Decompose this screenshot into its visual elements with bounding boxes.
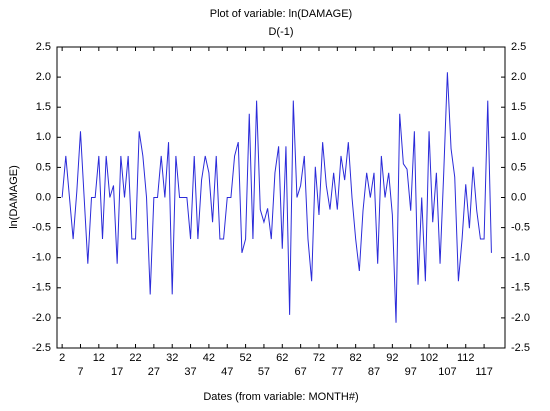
y2-tick-label: 1.5 (511, 101, 526, 113)
y2-tick-label: -0.5 (511, 222, 530, 234)
chart-title: Plot of variable: ln(DAMAGE) (210, 8, 352, 20)
y-tick-label: -2.0 (32, 312, 51, 324)
x-tick-label: 72 (313, 352, 325, 364)
x-tick-label: 2 (59, 352, 65, 364)
x-tick-label: 32 (166, 352, 178, 364)
x-tick-label: 42 (203, 352, 215, 364)
y2-tick-label: 0.5 (511, 161, 526, 173)
y-tick-label: 1.0 (36, 131, 51, 143)
x-tick-label: 107 (438, 366, 456, 378)
y-tick-label: 2.0 (36, 71, 51, 83)
y2-tick-label: 1.0 (511, 131, 526, 143)
x-tick-label: 7 (77, 366, 83, 378)
y2-tick-label: 2.5 (511, 41, 526, 53)
x-tick-label: 117 (475, 366, 493, 378)
x-tick-label: 67 (295, 366, 307, 378)
x-tick-label: 102 (420, 352, 438, 364)
data-line (61, 72, 492, 323)
x-tick-label: 92 (386, 352, 398, 364)
y-tick-label: -1.0 (32, 252, 51, 264)
x-tick-label: 47 (221, 366, 233, 378)
y-axis-label: ln(DAMAGE) (8, 165, 20, 229)
x-tick-label: 87 (368, 366, 380, 378)
y-tick-label: 1.5 (36, 101, 51, 113)
y-tick-label: -0.5 (32, 222, 51, 234)
x-tick-label: 12 (93, 352, 105, 364)
y2-tick-label: 0.0 (511, 191, 526, 203)
y-tick-label: 2.5 (36, 41, 51, 53)
x-tick-label: 82 (350, 352, 362, 364)
x-tick-label: 57 (258, 366, 270, 378)
x-tick-label: 27 (148, 366, 160, 378)
y2-tick-label: -1.5 (511, 282, 530, 294)
x-axis-label: Dates (from variable: MONTH#) (203, 391, 358, 403)
y-tick-label: -1.5 (32, 282, 51, 294)
y2-tick-label: 2.0 (511, 71, 526, 83)
y2-tick-label: -1.0 (511, 252, 530, 264)
x-tick-label: 112 (457, 352, 475, 364)
y2-tick-label: -2.5 (511, 342, 530, 354)
y-tick-label: 0.5 (36, 161, 51, 173)
x-tick-label: 17 (111, 366, 123, 378)
y2-tick-label: -2.0 (511, 312, 530, 324)
x-tick-label: 77 (331, 366, 343, 378)
y-tick-label: -2.5 (32, 342, 51, 354)
x-tick-label: 97 (405, 366, 417, 378)
x-tick-label: 37 (184, 366, 196, 378)
x-tick-label: 52 (239, 352, 251, 364)
x-tick-label: 62 (276, 352, 288, 364)
x-tick-label: 22 (129, 352, 141, 364)
y-tick-label: 0.0 (36, 191, 51, 203)
chart-subtitle: D(-1) (268, 26, 293, 38)
